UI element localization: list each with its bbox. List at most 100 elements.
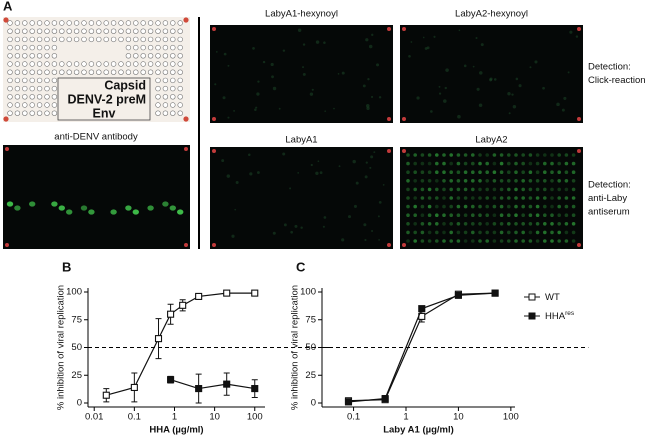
- green-spot: [543, 204, 547, 209]
- array-spot: [66, 61, 72, 67]
- green-spot: [535, 153, 540, 157]
- array-spot: [110, 69, 117, 75]
- array-spot: [140, 20, 146, 26]
- array-spot: [36, 20, 43, 26]
- array-spot: [162, 28, 169, 34]
- noise: [518, 84, 522, 88]
- green-spot: [463, 204, 468, 209]
- green-spot: [492, 213, 497, 217]
- green-spot: [110, 209, 117, 215]
- array-spot: [177, 44, 183, 51]
- array-spot: [14, 53, 21, 59]
- green-spot: [550, 179, 554, 183]
- green-spot: [557, 213, 561, 217]
- array-spot: [162, 20, 169, 26]
- green-spot: [435, 179, 439, 183]
- array-spot: [162, 85, 169, 92]
- image-title: LabyA2: [475, 135, 507, 146]
- array-spot: [66, 69, 72, 75]
- green-spot: [521, 187, 525, 192]
- corner-spot: [212, 149, 216, 153]
- array-spot: [177, 28, 183, 34]
- array-spot: [177, 69, 183, 75]
- noise: [233, 109, 236, 112]
- green-spot: [435, 187, 439, 192]
- array-spot: [125, 36, 132, 43]
- array-spot: [110, 20, 117, 26]
- data-point: [167, 376, 175, 384]
- noise: [254, 108, 257, 112]
- green-spot: [543, 179, 547, 183]
- green-spot: [80, 205, 88, 211]
- green-spot: [557, 196, 561, 200]
- array-spot: [162, 69, 169, 75]
- noise: [457, 114, 461, 119]
- array-spot: [22, 28, 28, 34]
- green-spot: [535, 187, 540, 192]
- green-spot: [6, 201, 14, 207]
- array-spot: [133, 44, 139, 51]
- green-spot: [449, 179, 454, 183]
- data-point: [223, 380, 231, 388]
- array-spot: [118, 28, 124, 34]
- noise: [563, 96, 567, 100]
- array-spot: [162, 94, 169, 100]
- x-axis-label: HHA (µg/ml): [149, 425, 203, 436]
- green-spot: [420, 179, 425, 183]
- noise: [341, 238, 345, 242]
- array-spot: [177, 77, 183, 84]
- noise: [282, 152, 286, 156]
- array-box: [57, 77, 151, 121]
- array-spot: [125, 44, 132, 51]
- green-spot: [485, 230, 490, 235]
- noise: [227, 64, 230, 67]
- green-spot: [435, 196, 439, 200]
- green-spot: [543, 170, 547, 174]
- array-spot: [44, 44, 50, 51]
- data-point: [130, 383, 138, 392]
- green-spot: [485, 213, 490, 217]
- green-spot: [471, 196, 475, 200]
- array-spot: [140, 44, 146, 51]
- scan-image: [400, 147, 583, 249]
- green-spot: [571, 222, 576, 226]
- noise: [272, 86, 277, 91]
- green-spot: [463, 196, 468, 200]
- array-spot: [7, 69, 13, 75]
- green-spot: [535, 161, 540, 166]
- green-spot: [427, 196, 432, 200]
- array-spot: [51, 94, 58, 100]
- green-spot: [499, 196, 504, 200]
- noise: [438, 92, 442, 95]
- y-tick-label: 50: [305, 342, 316, 353]
- green-spot: [435, 213, 439, 217]
- green-spot: [14, 205, 21, 211]
- array-spot: [14, 110, 21, 116]
- green-spot: [535, 239, 540, 243]
- corner-spot: [3, 116, 9, 122]
- array-spot: [96, 28, 102, 34]
- noise: [338, 165, 341, 168]
- green-spot: [456, 204, 461, 209]
- data-point: [381, 395, 389, 403]
- array-spot: [170, 102, 176, 108]
- green-spot: [535, 196, 540, 200]
- noise: [410, 41, 413, 43]
- array-spot: [36, 53, 43, 59]
- green-spot: [535, 170, 540, 174]
- array-spot: [155, 69, 161, 75]
- array-spot: [96, 69, 102, 75]
- array-spot: [7, 44, 13, 51]
- noise: [445, 68, 449, 72]
- green-spot: [413, 204, 418, 209]
- corner-spot: [387, 149, 391, 153]
- array-spot: [155, 77, 161, 84]
- green-spot: [427, 213, 432, 217]
- noise: [378, 96, 382, 99]
- array-spot: [36, 69, 43, 75]
- green-spot: [463, 213, 468, 217]
- green-spot: [125, 205, 132, 211]
- array-spot: [155, 44, 161, 51]
- corner-spot: [212, 243, 216, 247]
- green-spot: [507, 222, 511, 226]
